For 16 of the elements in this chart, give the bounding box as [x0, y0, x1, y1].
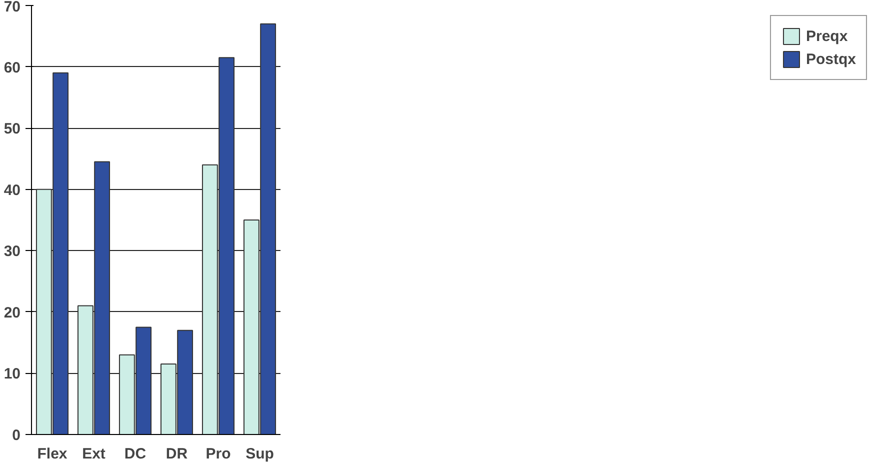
y-tick-label: 20	[4, 304, 21, 322]
x-tick-label: Sup	[246, 446, 274, 462]
x-tick-label: Ext	[82, 446, 106, 462]
y-tick-label: 60	[4, 59, 21, 76]
y-tick-label: 0	[12, 427, 20, 444]
legend-label: Preqx	[806, 28, 848, 44]
x-tick-label: Flex	[37, 446, 68, 462]
y-tick-label: 40	[4, 182, 21, 199]
y-tick-label: 50	[4, 120, 21, 138]
legend-label: Postqx	[806, 50, 856, 68]
y-tick-label: 30	[4, 243, 21, 260]
y-tick-label: 70	[4, 0, 21, 16]
x-tick-label: Pro	[206, 446, 231, 462]
x-tick-label: DC	[124, 446, 146, 462]
x-tick-label: DR	[166, 446, 188, 462]
y-tick-label: 10	[4, 366, 21, 383]
